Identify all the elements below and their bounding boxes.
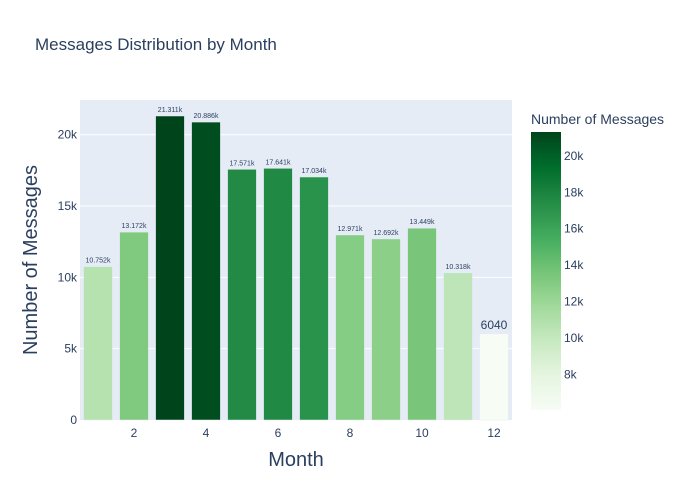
bar-value-label: 21.311k xyxy=(158,107,183,114)
y-tick-label: 5k xyxy=(64,342,78,356)
y-tick-label: 10k xyxy=(58,270,78,284)
bar-value-label: 17.641k xyxy=(266,159,291,166)
gridlines xyxy=(80,134,512,350)
colorbar-tick-label: 18k xyxy=(564,185,584,199)
bar xyxy=(335,234,365,421)
bar-value-label: 12.971k xyxy=(338,226,363,233)
colorbar-tick-label: 20k xyxy=(564,149,584,163)
chart-title: Messages Distribution by Month xyxy=(35,35,277,54)
bar-value-label: 17.571k xyxy=(230,160,255,167)
y-tick-label: 15k xyxy=(58,199,78,213)
x-tick-label: 6 xyxy=(275,426,282,440)
colorbar-tick-label: 10k xyxy=(564,331,584,345)
colorbar-tick-label: 16k xyxy=(564,222,584,236)
x-tick-label: 12 xyxy=(487,426,501,440)
bar xyxy=(371,238,401,421)
bar-value-label: 6040 xyxy=(481,318,508,332)
bar xyxy=(263,168,293,421)
y-axis-ticks: 0 5k 10k 15k 20k xyxy=(58,128,78,427)
colorbar xyxy=(531,132,561,410)
bar-value-label: 12.692k xyxy=(374,230,399,237)
colorbar-title: Number of Messages xyxy=(531,111,664,127)
colorbar-tick-label: 12k xyxy=(564,295,584,309)
x-tick-label: 10 xyxy=(415,426,429,440)
y-axis-title: Number of Messages xyxy=(20,165,42,355)
bar-labels: 10.752k 13.172k 21.311k 20.886k 17.571k 17.64… xyxy=(86,107,508,332)
bar-value-label: 10.752k xyxy=(86,258,111,265)
colorbar-tick-label: 14k xyxy=(564,258,584,272)
bar-value-label: 13.449k xyxy=(410,219,435,226)
bar-value-label: 13.172k xyxy=(122,223,147,230)
bar xyxy=(407,227,437,421)
bar-value-label: 20.886k xyxy=(194,113,219,120)
bar-value-label: 10.318k xyxy=(446,264,471,271)
bars xyxy=(83,115,509,421)
x-tick-label: 4 xyxy=(203,426,210,440)
bar xyxy=(479,333,509,421)
colorbar-ticks: 8k 10k 12k 14k 16k 18k 20k xyxy=(564,149,584,381)
bar xyxy=(227,169,257,421)
colorbar-tick-label: 8k xyxy=(564,367,578,381)
bar-value-label: 17.034k xyxy=(302,168,327,175)
plot-area xyxy=(80,100,512,420)
x-axis-title: Month xyxy=(268,449,324,471)
bar xyxy=(443,272,473,421)
bar xyxy=(119,231,149,421)
y-tick-label: 20k xyxy=(58,128,78,142)
bar xyxy=(155,115,185,421)
y-tick-label: 0 xyxy=(70,413,77,427)
bar xyxy=(299,176,329,421)
x-tick-label: 2 xyxy=(131,426,138,440)
bar xyxy=(191,121,221,421)
x-axis-ticks: 2 4 6 8 10 12 xyxy=(131,426,501,440)
x-tick-label: 8 xyxy=(347,426,354,440)
bar xyxy=(83,266,113,421)
